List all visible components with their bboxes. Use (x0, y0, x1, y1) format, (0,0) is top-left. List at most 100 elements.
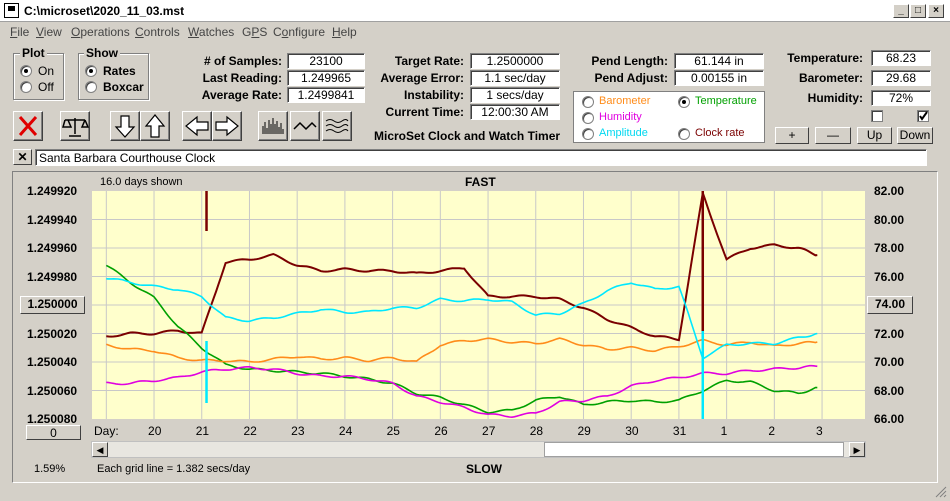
left-checkbox[interactable] (871, 110, 883, 122)
plot-on-radio[interactable] (20, 65, 32, 77)
amplitude-option[interactable]: Amplitude (599, 127, 648, 139)
right-axis-tick: 68.00 (874, 383, 905, 398)
histogram-icon (262, 118, 284, 134)
plot-off-radio[interactable] (20, 81, 32, 93)
horizontal-scrollbar[interactable]: ◀ ▶ (91, 441, 866, 458)
multi-wave-button[interactable] (322, 111, 352, 141)
humidity-field: 72% (871, 90, 931, 106)
clockrate-option[interactable]: Clock rate (695, 127, 745, 139)
maximize-button[interactable]: □ (910, 4, 926, 18)
scroll-left-icon[interactable]: ◀ (92, 442, 108, 457)
average-rate-field: 1.2499841 (287, 87, 365, 103)
right-axis-tick: 78.00 (874, 241, 905, 255)
average-error-field: 1.1 sec/day (470, 70, 560, 86)
menu-view-key: V (36, 25, 44, 39)
temperature-option[interactable]: Temperature (695, 95, 757, 107)
show-group-title: Show (84, 46, 120, 60)
sensor-select-box (573, 91, 765, 143)
down-button[interactable]: Down (897, 127, 933, 144)
wave-button[interactable] (290, 111, 320, 141)
temperature-field: 68.23 (871, 50, 931, 66)
left-reference-button[interactable]: 1.250000 (20, 296, 85, 314)
left-axis-tick: 1.249920 (27, 184, 78, 198)
multi-wave-icon (325, 119, 349, 133)
minus-button[interactable]: — (815, 127, 851, 144)
humidity-option[interactable]: Humidity (599, 111, 642, 123)
menu-view[interactable]: View (36, 25, 62, 39)
clear-clock-button[interactable]: ✕ (13, 149, 32, 165)
slow-label: SLOW (466, 462, 502, 476)
pend-length-field[interactable]: 61.144 in (674, 53, 764, 69)
day-tick-label: 20 (148, 424, 162, 438)
right-axis-tick: 72.00 (874, 326, 905, 341)
temperature-radio[interactable] (678, 96, 690, 108)
clock-name-input[interactable]: Santa Barbara Courthouse Clock (35, 149, 927, 166)
last-reading-field: 1.249965 (287, 70, 365, 86)
target-rate-label: Target Rate: (394, 54, 464, 68)
series-line-clock-rate (106, 191, 818, 342)
day-tick-label: 2 (768, 424, 776, 438)
minimize-button[interactable]: _ (893, 4, 909, 18)
target-rate-field[interactable]: 1.2500000 (470, 53, 560, 69)
menu-help[interactable]: Help (332, 25, 357, 39)
left-axis-tick: 1.249940 (27, 212, 78, 227)
down-arrow-button[interactable] (110, 111, 140, 141)
app-icon[interactable] (4, 3, 19, 18)
day-tick-label: 29 (577, 424, 591, 438)
menu-help-rest: elp (340, 25, 357, 39)
menu-operations-rest: perations (80, 25, 130, 39)
clockrate-radio[interactable] (678, 128, 690, 140)
current-time-label: Current Time: (385, 105, 464, 119)
show-rates-label[interactable]: Rates (103, 64, 136, 78)
show-boxcar-label[interactable]: Boxcar (103, 80, 144, 94)
menu-controls-rest: ontrols (143, 25, 180, 39)
up-button[interactable]: Up (857, 127, 892, 144)
right-checkbox[interactable] (917, 110, 929, 122)
up-arrow-button[interactable] (140, 111, 170, 141)
right-reference-button[interactable]: 74.00 (867, 296, 913, 314)
menu-watches[interactable]: Watches (188, 25, 234, 39)
day-tick-label: 26 (434, 424, 448, 438)
series-line-humidity (106, 364, 818, 419)
balance-button[interactable] (60, 111, 90, 141)
zero-button[interactable]: 0 (26, 425, 81, 440)
show-boxcar-radio[interactable] (85, 81, 97, 93)
day-tick-label: 21 (195, 424, 210, 438)
plot-on-label[interactable]: On (38, 64, 55, 78)
scroll-right-icon[interactable]: ▶ (849, 442, 865, 457)
menu-operations[interactable]: Operations (71, 25, 130, 39)
arrow-down-icon (114, 115, 136, 138)
barometer-radio[interactable] (582, 96, 594, 108)
resize-grip-icon[interactable] (933, 484, 947, 498)
plus-button[interactable]: + (775, 127, 809, 144)
menu-bar: File View Operations Controls Watches GP… (0, 22, 950, 42)
plot-off-label[interactable]: Off (38, 80, 54, 94)
arrow-up-icon (144, 114, 166, 138)
day-axis-label: Day: (94, 424, 119, 438)
barometer-option[interactable]: Barometer (599, 95, 651, 107)
day-tick-label: 22 (243, 424, 257, 438)
close-button[interactable]: × (928, 4, 944, 18)
stop-button[interactable] (13, 111, 43, 141)
menu-configure[interactable]: Configure (273, 25, 326, 39)
right-arrow-button[interactable] (212, 111, 242, 141)
temperature-label: Temperature: (787, 51, 863, 65)
show-rates-radio[interactable] (85, 65, 97, 77)
humidity-radio[interactable] (582, 112, 594, 124)
menu-file[interactable]: File (10, 25, 29, 39)
average-rate-label: Average Rate: (201, 88, 282, 102)
left-axis-tick: 1.250040 (27, 355, 78, 369)
title-bar: C:\microset\2020_11_03.mst _ □ × (0, 0, 950, 22)
menu-file-key: F (10, 25, 18, 39)
menu-controls[interactable]: Controls (135, 25, 180, 39)
menu-view-rest: iew (43, 25, 62, 39)
menu-operations-key: O (71, 25, 81, 39)
amplitude-radio[interactable] (582, 128, 594, 140)
histogram-button[interactable] (258, 111, 288, 141)
left-arrow-button[interactable] (182, 111, 212, 141)
scroll-thumb[interactable] (544, 442, 844, 457)
menu-gps[interactable]: GPS (242, 25, 268, 39)
day-tick-label: 28 (529, 424, 544, 438)
pend-adjust-field[interactable]: 0.00155 in (674, 70, 764, 86)
menu-configure-rest: nfigure (288, 25, 326, 39)
